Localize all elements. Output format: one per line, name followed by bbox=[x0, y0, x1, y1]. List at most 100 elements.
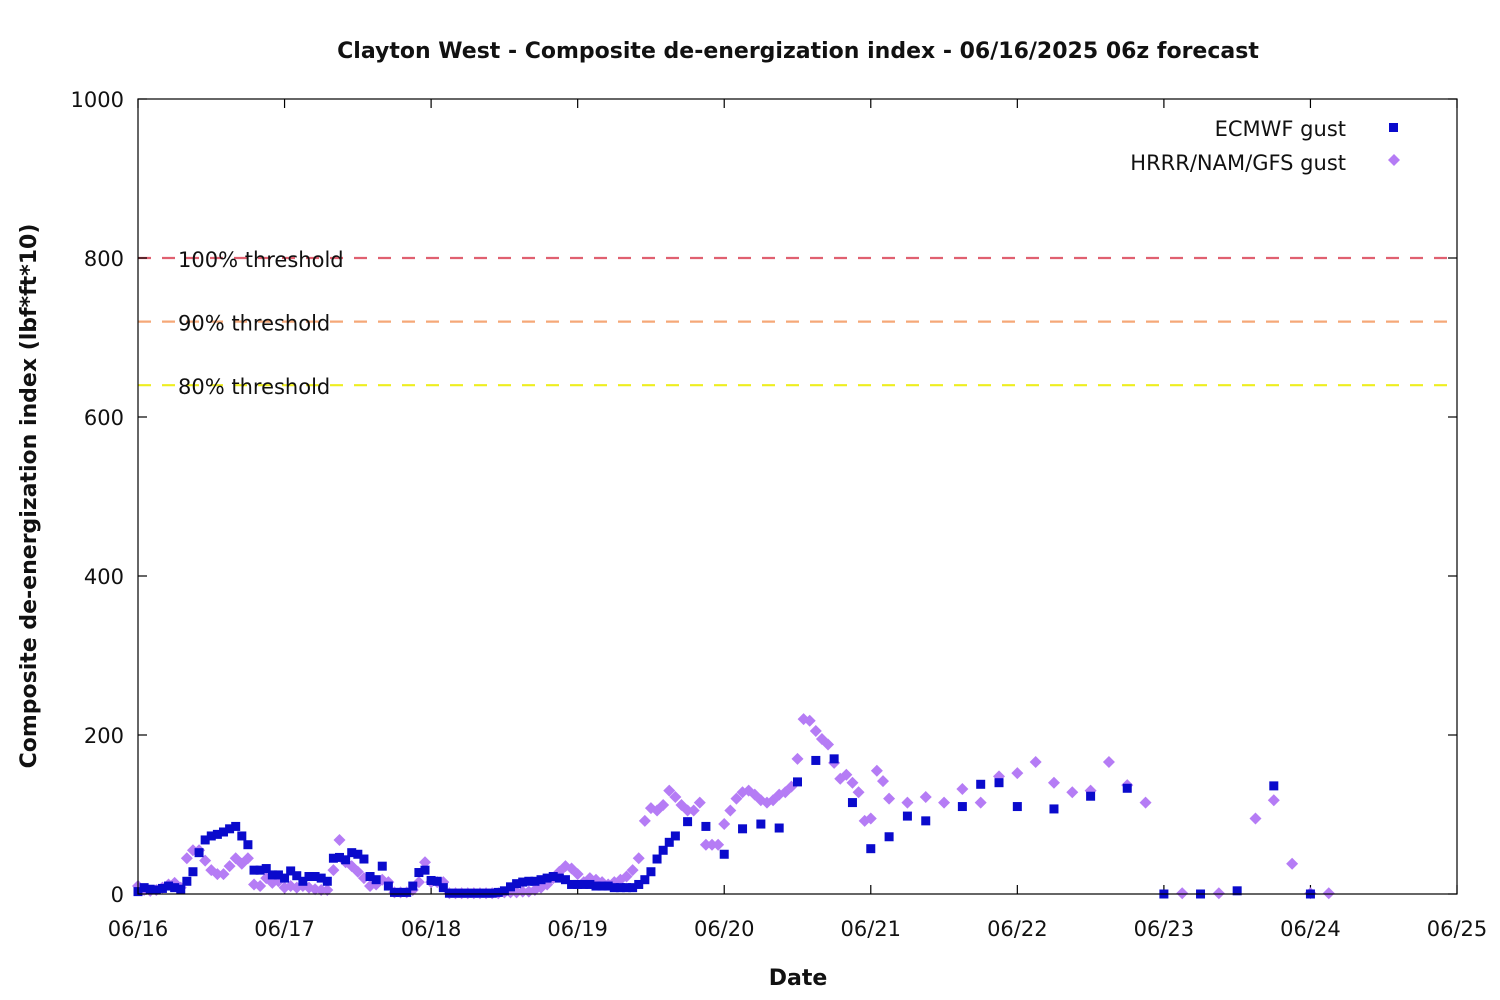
ecmwf-point bbox=[170, 883, 180, 893]
ecmwf-point bbox=[341, 855, 351, 865]
ecmwf-point bbox=[683, 817, 693, 827]
y-tick-label: 1000 bbox=[71, 88, 124, 112]
ecmwf-point bbox=[157, 883, 167, 893]
ecmwf-point bbox=[273, 870, 283, 880]
hrrr-point bbox=[901, 796, 914, 809]
ecmwf-point bbox=[994, 778, 1004, 788]
ecmwf-point bbox=[615, 883, 625, 893]
hrrr-point bbox=[351, 865, 364, 878]
threshold-lines: 100% threshold 90% threshold 80% threshold bbox=[138, 248, 1457, 399]
ecmwf-point bbox=[957, 802, 967, 812]
hrrr-point bbox=[803, 714, 816, 727]
ecmwf-point bbox=[212, 829, 222, 839]
y-tick-label: 400 bbox=[84, 565, 124, 589]
y-axis-title: Composite de-energization index (lbf*ft*… bbox=[17, 224, 42, 769]
ecmwf-point bbox=[921, 816, 931, 826]
ecmwf-point bbox=[328, 853, 338, 863]
hrrr-point bbox=[956, 783, 969, 796]
ecmwf-point bbox=[280, 873, 290, 883]
ecmwf-point bbox=[188, 867, 198, 877]
ecmwf-point bbox=[304, 872, 314, 882]
ecmwf-point bbox=[1232, 886, 1242, 896]
ecmwf-point bbox=[811, 755, 821, 765]
hrrr-point bbox=[699, 838, 712, 851]
ecmwf-point bbox=[225, 824, 235, 834]
ecmwf-point bbox=[475, 888, 485, 898]
ecmwf-point bbox=[1012, 802, 1022, 812]
hrrr-point bbox=[840, 768, 853, 781]
ecmwf-point bbox=[658, 845, 668, 855]
y-tick-label: 0 bbox=[111, 883, 124, 907]
y-tick-label: 800 bbox=[84, 247, 124, 271]
hrrr-point bbox=[254, 880, 267, 893]
hrrr-point bbox=[632, 852, 645, 865]
x-tick-label: 06/20 bbox=[694, 917, 755, 941]
ecmwf-point bbox=[1086, 791, 1096, 801]
ecmwf-point bbox=[145, 884, 155, 894]
hrrr-point bbox=[1139, 796, 1152, 809]
ecmwf-point bbox=[738, 824, 748, 834]
hrrr-point bbox=[321, 884, 334, 897]
ecmwf-point bbox=[597, 881, 607, 891]
ecmwf-point bbox=[316, 873, 326, 883]
legend-label-hrrr: HRRR/NAM/GFS gust bbox=[1130, 151, 1346, 175]
y-tick-label: 200 bbox=[84, 724, 124, 748]
ecmwf-point bbox=[902, 811, 912, 821]
ecmwf-point bbox=[389, 887, 399, 897]
ecmwf-point bbox=[1122, 783, 1132, 793]
y-tick-labels: 0 200 400 600 800 1000 bbox=[71, 88, 124, 907]
ecmwf-point bbox=[249, 865, 259, 875]
ecmwf-point bbox=[884, 832, 894, 842]
hrrr-point bbox=[681, 804, 694, 817]
ecmwf-point bbox=[286, 866, 296, 876]
hrrr-point bbox=[1011, 767, 1024, 780]
ecmwf-point bbox=[371, 875, 381, 885]
ecmwf-point bbox=[451, 888, 461, 898]
hrrr-point bbox=[938, 796, 951, 809]
ecmwf-point bbox=[396, 887, 406, 897]
hrrr-point bbox=[1322, 887, 1335, 900]
hrrr-point bbox=[852, 786, 865, 799]
hrrr-point bbox=[706, 838, 719, 851]
ecmwf-point bbox=[322, 876, 332, 886]
x-tick-label: 06/18 bbox=[401, 917, 462, 941]
hrrr-point bbox=[620, 870, 633, 883]
x-tick-label: 06/22 bbox=[987, 917, 1048, 941]
hrrr-point bbox=[1267, 794, 1280, 807]
threshold-label-0: 100% threshold bbox=[178, 248, 344, 272]
ecmwf-point bbox=[487, 888, 497, 898]
threshold-label-1: 90% threshold bbox=[178, 312, 330, 336]
ecmwf-point bbox=[603, 881, 613, 891]
hrrr-point bbox=[1176, 887, 1189, 900]
ecmwf-point bbox=[243, 840, 253, 850]
hrrr-point bbox=[693, 796, 706, 809]
legend: ECMWF gust HRRR/NAM/GFS gust bbox=[1130, 117, 1400, 175]
x-tick-label: 06/21 bbox=[841, 917, 902, 941]
ecmwf-point bbox=[670, 831, 680, 841]
ecmwf-point bbox=[542, 873, 552, 883]
hrrr-point bbox=[199, 854, 212, 867]
ecmwf-point bbox=[353, 849, 363, 859]
ecmwf-point bbox=[383, 881, 393, 891]
ecmwf-point bbox=[634, 879, 644, 889]
ecmwf-point bbox=[622, 883, 632, 893]
hrrr-point bbox=[809, 725, 822, 738]
ecmwf-point bbox=[206, 831, 216, 841]
hrrr-point bbox=[223, 860, 236, 873]
ecmwf-point bbox=[591, 881, 601, 891]
ecmwf-point bbox=[756, 819, 766, 829]
hrrr-point bbox=[864, 812, 877, 825]
ecmwf-point bbox=[976, 779, 986, 789]
hrrr-point bbox=[712, 838, 725, 851]
ecmwf-point bbox=[847, 798, 857, 808]
ecmwf-point bbox=[237, 831, 247, 841]
y-tick-label: 600 bbox=[84, 406, 124, 430]
hrrr-point bbox=[974, 796, 987, 809]
ecmwf-point bbox=[444, 888, 454, 898]
ecmwf-point bbox=[481, 888, 491, 898]
ecmwf-point bbox=[499, 886, 509, 896]
hrrr-point bbox=[919, 791, 932, 804]
ecmwf-point bbox=[176, 884, 186, 894]
hrrr-point bbox=[1066, 786, 1079, 799]
